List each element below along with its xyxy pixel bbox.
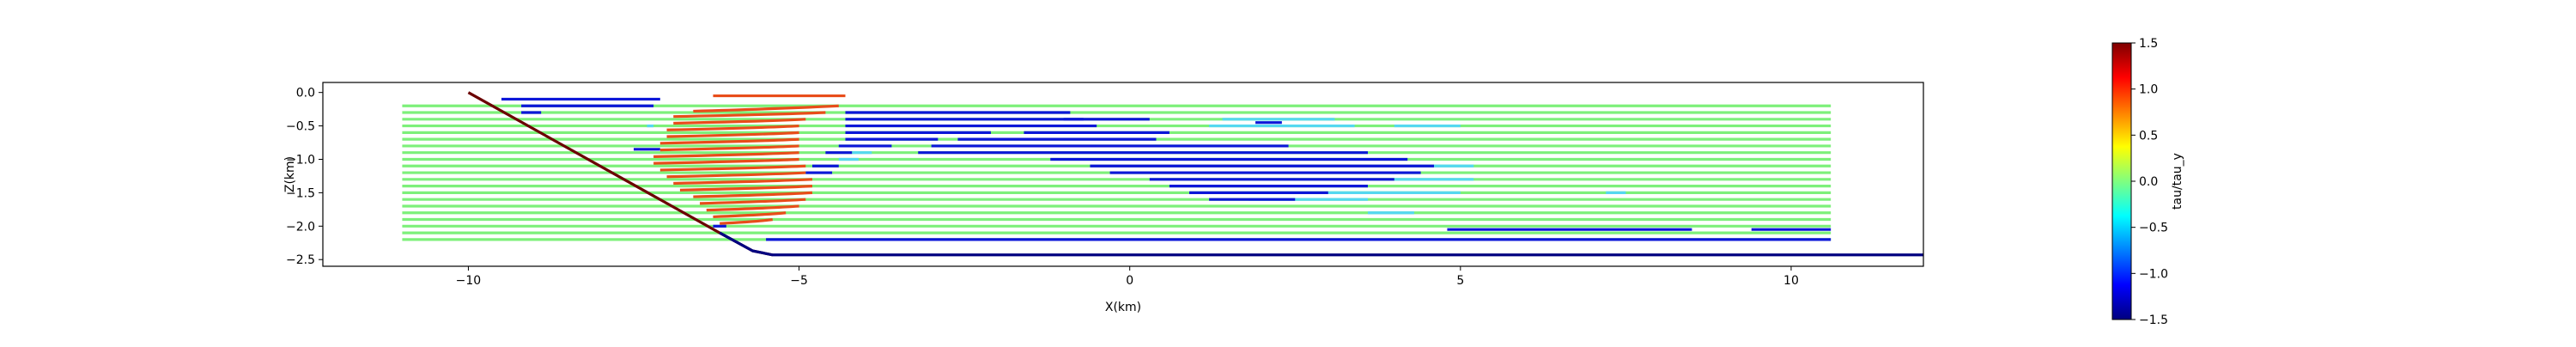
x-tick-label: −5 [790,274,808,288]
basement-line [719,231,1923,257]
colorbar-tick-label: 1.5 [2139,37,2158,51]
red-stress-layer [659,144,799,152]
plot-frame [322,82,1924,267]
red-stress-layer [673,111,826,119]
y-axis-ticks: 0.0 −0.5 −1.0 −1.5 −2.0 −2.5 [286,87,323,267]
red-stress-layer [673,118,806,125]
data-layer [402,91,1923,257]
colorbar-tick-label: 0.0 [2139,175,2158,189]
y-tick-label: −2.5 [286,253,315,267]
red-stress-layer [666,131,799,138]
red-stress-layer [720,217,774,225]
colorbar: 1.5 1.0 0.5 0.0 −0.5 −1.0 −1.5 tau/tau_y [2111,37,2184,327]
x-tick-label: 10 [1783,274,1799,288]
y-tick-label: −2.0 [286,220,315,234]
red-stress-layer [659,137,799,145]
colorbar-tick-label: 1.0 [2139,83,2158,97]
colorbar-tick-label: −0.5 [2139,222,2168,235]
colorbar-tick-label: −1.5 [2139,314,2168,327]
red-stress-layer [679,185,813,192]
red-stress-layer [653,157,799,165]
y-tick-label: −0.5 [286,120,315,134]
red-stress-layer [673,178,813,186]
y-tick-label: −1.0 [286,153,315,167]
x-tick-label: 0 [1126,274,1133,288]
colorbar-tick-label: 0.5 [2139,129,2158,143]
red-stress-layer [659,164,806,172]
y-axis-label: Z(km) [283,156,297,192]
red-stress-layer [713,211,787,219]
colorbar-gradient [2111,42,2132,320]
colorbar-ticks: 1.5 1.0 0.5 0.0 −0.5 −1.0 −1.5 [2131,37,2168,327]
red-stress-layer [693,104,839,113]
red-stress-layer [706,204,799,212]
red-stress-layer [699,198,806,205]
y-tick-label: −1.5 [286,186,315,200]
x-tick-label: 5 [1456,274,1464,288]
colorbar-tick-label: −1.0 [2139,267,2168,281]
red-stress-layer [666,124,799,131]
x-tick-label: −10 [456,274,482,288]
colorbar-label: tau/tau_y [2171,153,2184,210]
y-tick-label: 0.0 [296,87,315,100]
x-axis-label: X(km) [1105,301,1141,314]
red-stress-layer [653,151,799,158]
red-stress-layer [693,191,813,198]
red-stress-layer [666,171,806,179]
x-axis-ticks: −10 −5 0 5 10 [456,266,1799,288]
